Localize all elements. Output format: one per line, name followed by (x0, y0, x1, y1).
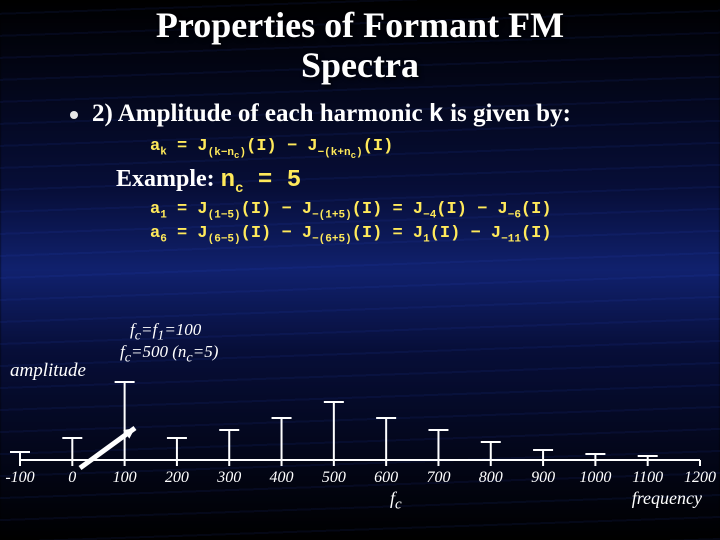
svg-text:500: 500 (322, 469, 346, 486)
annotation-1: fc=f1=100 (130, 320, 201, 344)
formula-a1: a1 = J(1−5)(I) − J−(1+5)(I) = J−4(I) − J… (150, 199, 700, 223)
svg-text:-100: -100 (5, 469, 34, 486)
svg-text:400: 400 (270, 469, 294, 486)
bullet-suffix: is given by: (444, 100, 571, 127)
svg-text:1000: 1000 (579, 469, 611, 486)
bullet-row: 2) Amplitude of each harmonic k is given… (70, 99, 670, 130)
example-line: Example: nc = 5 (116, 166, 700, 197)
svg-text:300: 300 (216, 469, 241, 486)
title-line-2: Spectra (20, 46, 700, 86)
svg-text:200: 200 (165, 469, 189, 486)
spectrum-chart: -100 0 100 200 300 400 500 600 700 800 900 1000 1100… (0, 320, 720, 520)
svg-text:1100: 1100 (632, 469, 663, 486)
svg-text:700: 700 (426, 469, 450, 486)
svg-text:0: 0 (68, 469, 76, 486)
fc-label: fc (390, 488, 402, 514)
formula-a6: a6 = J(6−5)(I) − J−(6+5)(I) = J1(I) − J−… (150, 223, 700, 247)
svg-text:100: 100 (113, 469, 137, 486)
svg-text:900: 900 (531, 469, 555, 486)
svg-text:1200: 1200 (684, 469, 716, 486)
title-line-1: Properties of Formant FM (20, 6, 700, 46)
frequency-label: frequency (632, 488, 702, 509)
slide: Properties of Formant FM Spectra 2) Ampl… (0, 0, 720, 540)
slide-title: Properties of Formant FM Spectra (20, 6, 700, 85)
example-prefix: Example: (116, 166, 221, 192)
chart-area: amplitude fc=f1=100 fc=500 (nc=5) -100 0 1… (0, 320, 720, 520)
amplitude-label: amplitude (10, 360, 86, 382)
svg-text:800: 800 (479, 469, 503, 486)
bullet-var: k (429, 100, 444, 129)
example-var: nc = 5 (221, 167, 301, 194)
bullet-prefix: 2) Amplitude of each harmonic (92, 100, 429, 127)
formula-main: ak = J(k−nc)(I) − J−(k+nc)(I) (150, 136, 700, 162)
bullet-dot-icon (70, 111, 78, 119)
bullet-text: 2) Amplitude of each harmonic k is given… (92, 99, 571, 130)
svg-text:600: 600 (374, 469, 398, 486)
annotation-2: fc=500 (nc=5) (120, 342, 218, 366)
